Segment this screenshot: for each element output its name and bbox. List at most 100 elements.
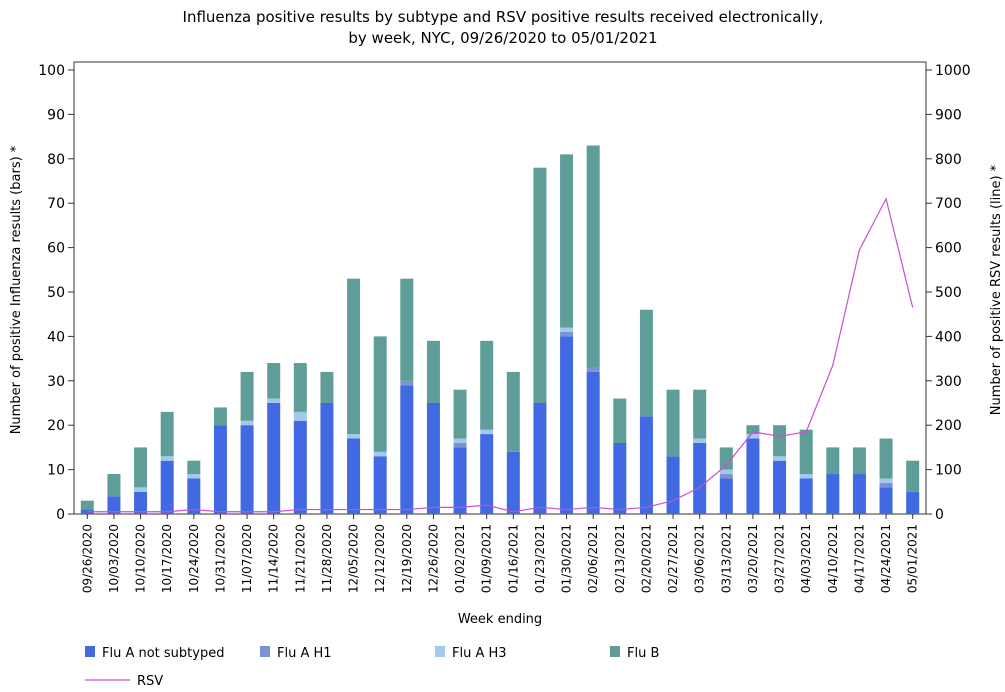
bar-segment xyxy=(533,403,547,514)
y-tick-label: 90 xyxy=(47,107,65,123)
x-tick-label: 01/23/2021 xyxy=(533,524,547,593)
x-tick-label: 02/06/2021 xyxy=(586,524,600,593)
x-tick-label: 01/02/2021 xyxy=(453,524,467,593)
bar-segment xyxy=(666,456,680,514)
bar-segment xyxy=(347,434,361,439)
bar-segment xyxy=(400,278,414,381)
bar-segment xyxy=(267,398,281,403)
x-tick-label: 10/03/2020 xyxy=(107,524,121,593)
x-tick-label: 09/26/2020 xyxy=(80,524,94,593)
bar-segment xyxy=(613,398,627,443)
bar-segment xyxy=(773,425,787,457)
y2-axis-label: Number of positive RSV results (line) * xyxy=(989,164,1004,415)
bar-segment xyxy=(719,469,733,475)
bar-segment xyxy=(187,478,201,514)
y-tick-label: 0 xyxy=(56,507,65,523)
legend-label: RSV xyxy=(137,674,163,688)
y2-tick-label: 100 xyxy=(935,463,962,479)
x-tick-label: 12/26/2020 xyxy=(426,524,440,593)
bar-segment xyxy=(453,389,467,439)
bar-segment xyxy=(719,474,733,479)
bar-segment xyxy=(267,403,281,514)
bar-segment xyxy=(773,460,787,514)
legend-swatch xyxy=(260,646,270,657)
bar-segment xyxy=(639,309,653,417)
x-tick-label: 02/20/2021 xyxy=(639,524,653,593)
chart-title: Influenza positive results by subtype an… xyxy=(183,8,824,26)
bar-segment xyxy=(320,403,334,514)
bar-segment xyxy=(746,425,760,435)
bar-segment xyxy=(506,451,520,514)
x-tick-label: 10/10/2020 xyxy=(134,524,148,593)
legend-swatch xyxy=(610,646,620,657)
bar-segment xyxy=(879,482,893,488)
y2-tick-label: 400 xyxy=(935,329,962,345)
bar-segment xyxy=(613,442,627,514)
bar-segment xyxy=(560,327,574,332)
y2-tick-label: 900 xyxy=(935,107,962,123)
y-tick-label: 50 xyxy=(47,285,65,301)
bar-segment xyxy=(400,385,414,514)
bar-segment xyxy=(373,451,387,457)
bar-segment xyxy=(426,403,440,514)
y-tick-label: 60 xyxy=(47,241,65,257)
bar-segment xyxy=(213,407,227,426)
legend-label: Flu B xyxy=(627,646,659,661)
y-tick-label: 30 xyxy=(47,374,65,390)
bar-segment xyxy=(240,420,254,426)
bar-segment xyxy=(240,425,254,514)
x-tick-label: 11/07/2020 xyxy=(240,524,254,593)
x-tick-label: 11/21/2020 xyxy=(293,524,307,593)
legend-swatch xyxy=(85,646,95,657)
bar-segment xyxy=(240,371,254,421)
bar-segment xyxy=(879,478,893,483)
bar-segment xyxy=(134,491,148,514)
x-tick-label: 10/17/2020 xyxy=(160,524,174,593)
bar-segment xyxy=(586,145,600,368)
bar-segment xyxy=(799,474,813,479)
x-tick-label: 01/16/2021 xyxy=(506,524,520,593)
x-tick-label: 03/27/2021 xyxy=(773,524,787,593)
bar-segment xyxy=(666,389,680,457)
bar-segment xyxy=(586,367,600,372)
y2-tick-label: 600 xyxy=(935,241,962,257)
bar-segment xyxy=(693,438,707,443)
x-tick-label: 02/27/2021 xyxy=(666,524,680,593)
bar-segment xyxy=(852,447,866,475)
bar-segment xyxy=(879,438,893,479)
bar-segment xyxy=(80,500,94,510)
bar-segment xyxy=(267,363,281,399)
legend-label: Flu A H1 xyxy=(277,646,332,661)
bar-segment xyxy=(134,487,148,492)
bar-segment xyxy=(852,474,866,514)
y2-tick-label: 1000 xyxy=(935,63,971,79)
x-tick-label: 10/24/2020 xyxy=(187,524,201,593)
x-tick-label: 11/28/2020 xyxy=(320,524,334,593)
y2-tick-label: 800 xyxy=(935,152,962,168)
bar-segment xyxy=(453,447,467,514)
bar-segment xyxy=(453,442,467,448)
bar-segment xyxy=(906,491,920,514)
x-tick-label: 04/24/2021 xyxy=(879,524,893,593)
bar-segment xyxy=(799,478,813,514)
bar-segment xyxy=(293,411,307,421)
x-tick-label: 12/19/2020 xyxy=(400,524,414,593)
bar-segment xyxy=(719,447,733,470)
x-tick-label: 01/30/2021 xyxy=(560,524,574,593)
chart-subtitle: by week, NYC, 09/26/2020 to 05/01/2021 xyxy=(348,29,657,47)
bar-segment xyxy=(107,496,121,514)
bar-segment xyxy=(187,474,201,479)
x-tick-label: 01/09/2021 xyxy=(480,524,494,593)
bar-segment xyxy=(826,474,840,514)
bar-segment xyxy=(746,434,760,439)
bar-segment xyxy=(639,416,653,514)
x-tick-label: 04/17/2021 xyxy=(852,524,866,593)
legend-label: Flu A not subtyped xyxy=(102,646,224,661)
y2-tick-label: 500 xyxy=(935,285,962,301)
bar-segment xyxy=(400,380,414,386)
bar-segment xyxy=(160,460,174,514)
y2-tick-label: 0 xyxy=(935,507,944,523)
bar-segment xyxy=(480,340,494,430)
bar-segment xyxy=(320,371,334,403)
